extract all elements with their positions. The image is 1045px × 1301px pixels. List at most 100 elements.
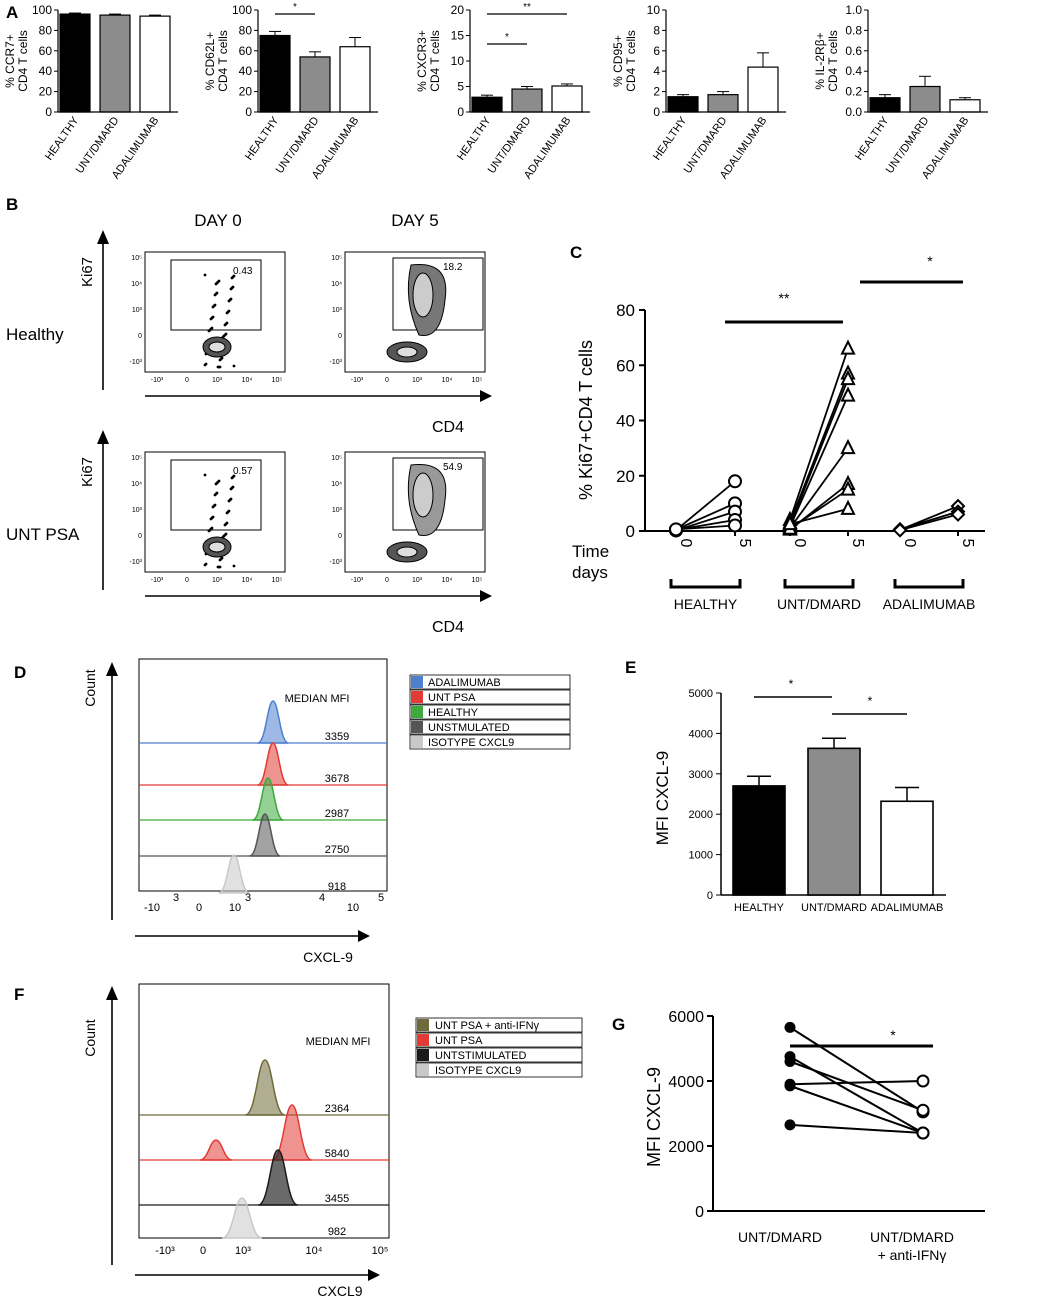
- gate-value: 0.57: [233, 466, 253, 477]
- y-tick-label: 3000: [689, 769, 713, 781]
- x-tick-label: -10³: [155, 1245, 175, 1257]
- gate-value: 18.2: [443, 262, 463, 273]
- x-tick-label: 5: [378, 892, 384, 904]
- median-value: 2987: [325, 808, 349, 820]
- legend-entry: UNSTMULATED: [428, 722, 510, 734]
- data-point: [840, 386, 856, 402]
- event-dot: [230, 276, 234, 280]
- group-bracket: [669, 579, 742, 589]
- arrow-head: [358, 930, 370, 942]
- legend-row: [409, 734, 571, 750]
- histogram-peak: [257, 742, 289, 786]
- bar: [949, 99, 981, 113]
- y-tick-label: 0: [45, 105, 52, 119]
- y-tick-label: 80: [616, 301, 635, 320]
- flow-x-tick: 10⁴: [442, 377, 453, 384]
- event-dot: [207, 329, 211, 333]
- data-point: [840, 499, 856, 515]
- cell-population-core: [396, 346, 418, 358]
- y-tick-label: 8: [653, 23, 660, 37]
- event-dot: [225, 311, 229, 315]
- y-tick-label: 0: [707, 890, 713, 902]
- legend-entry: ISOTYPE CXCL9: [428, 737, 514, 749]
- event-dot: [213, 293, 217, 297]
- arrow-head: [106, 662, 118, 676]
- pair-line: [789, 348, 849, 521]
- legend-entry: HEALTHY: [428, 707, 479, 719]
- flow-y-tick: 10⁵: [331, 255, 342, 262]
- panel-label-d: D: [14, 663, 26, 682]
- cxcl9-label: CXCL-9: [303, 949, 353, 965]
- x-tick-label: + anti-IFNγ: [878, 1247, 947, 1263]
- flow-x-tick: 0: [185, 377, 189, 384]
- pair-line: [789, 508, 849, 525]
- histogram-peak: [252, 777, 284, 821]
- y-tick-label: 40: [39, 64, 53, 78]
- event-dot: [227, 499, 231, 503]
- y-tick-label: 0: [626, 522, 635, 541]
- panel-label-c: C: [570, 243, 582, 262]
- event-dot: [209, 517, 213, 521]
- days-label: days: [572, 563, 608, 582]
- histogram-minor-peak: [199, 1139, 233, 1161]
- ki67-label: Ki67: [79, 257, 96, 287]
- count-label: Count: [82, 1019, 98, 1056]
- data-point: [840, 438, 856, 455]
- legend-entry: ADALIMUMAB: [428, 677, 501, 689]
- legend-swatch: [417, 1034, 429, 1046]
- panel-e-mfi-bar-chart: 0 1000 2000 3000 4000 5000 MFI CXCL-9 HEALTHY UN…: [653, 677, 946, 914]
- flow-y-tick: 10³: [332, 507, 343, 514]
- flow-x-tick: 10³: [212, 577, 223, 584]
- flow-y-tick: 10⁵: [331, 455, 342, 462]
- bar: [909, 85, 941, 113]
- legend-swatch: [411, 676, 423, 688]
- flow-x-tick: 0: [385, 577, 389, 584]
- y-axis-label-1: % CD95+: [611, 35, 625, 87]
- flow-x-tick: 10³: [212, 377, 223, 384]
- y-tick-label: 2000: [668, 1139, 704, 1156]
- legend-row: [409, 674, 571, 690]
- event-dot: [203, 473, 207, 477]
- y-axis-label-2: CD4 T cells: [16, 30, 30, 92]
- day5-heading: DAY 5: [391, 211, 439, 230]
- gate: [392, 257, 484, 331]
- y-axis-label: % Ki67+CD4 T cells: [576, 340, 596, 500]
- data-point: [840, 369, 856, 386]
- bar: [732, 785, 786, 896]
- x-tick-label: HEALTHY: [853, 114, 892, 162]
- gate-value: 54.9: [443, 462, 463, 473]
- flow-x-tick: 10⁴: [242, 577, 253, 584]
- data-point: [916, 1074, 930, 1088]
- data-point: [892, 522, 908, 538]
- y-tick-label: 20: [451, 3, 465, 17]
- ki67-label: Ki67: [79, 457, 96, 487]
- pair-line: [675, 510, 736, 532]
- flow-y-tick: 10³: [132, 507, 143, 514]
- flow-y-tick: 0: [338, 533, 342, 540]
- event-dot: [214, 482, 218, 486]
- panel-f-histograms: Count CXCL9 MEDIAN MFI 2364 5840 3455 982 -10³ 0…: [82, 983, 583, 1299]
- event-dot: [209, 317, 213, 321]
- x-tick-label: 0: [196, 902, 202, 914]
- significance-label: **: [523, 2, 531, 13]
- bar: [667, 96, 699, 113]
- y-tick-label: 60: [39, 44, 53, 58]
- x-tick-label: UNT/DMARD: [738, 1229, 822, 1245]
- legend-row: [415, 1032, 583, 1048]
- flow-x-tick: 10³: [412, 577, 423, 584]
- median-title: MEDIAN MFI: [285, 693, 350, 705]
- group-label: HEALTHY: [674, 596, 738, 612]
- y-tick-label: 1.0: [845, 3, 862, 17]
- flow-y-tick: 10³: [332, 307, 343, 314]
- y-tick-label: 0: [653, 105, 660, 119]
- x-tick-label: 10: [229, 902, 241, 914]
- legend-swatch: [411, 691, 423, 703]
- arrow-head: [480, 390, 492, 402]
- pair-line: [675, 502, 736, 531]
- event-dot: [203, 273, 207, 277]
- histogram-peak: [271, 1104, 313, 1161]
- flow-x-tick: -10³: [151, 577, 164, 584]
- median-title: MEDIAN MFI: [306, 1036, 371, 1048]
- y-axis-label-1: % CD62L+: [203, 32, 217, 90]
- bar: [339, 46, 371, 113]
